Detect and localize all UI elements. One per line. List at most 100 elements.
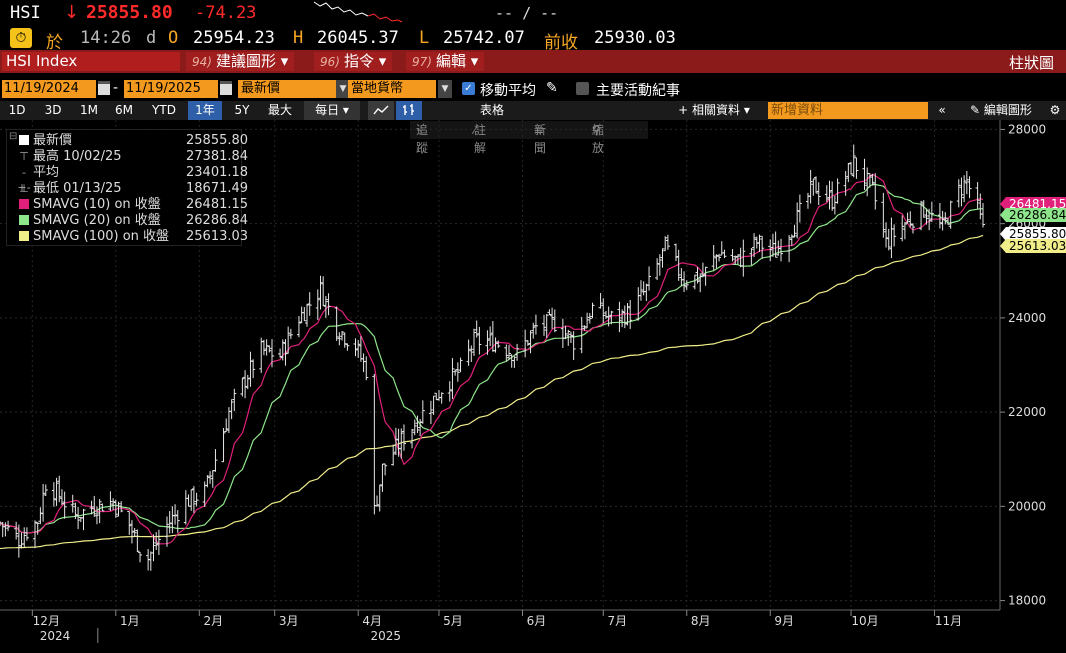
y-tick-label: 28000 bbox=[1008, 122, 1046, 136]
period-1m[interactable]: 1M bbox=[80, 103, 98, 117]
interval-select[interactable]: 每日 ▾ bbox=[304, 101, 360, 120]
chevron-down-icon[interactable]: ▼ bbox=[438, 80, 452, 98]
moving-average-checkbox[interactable]: ✓ bbox=[462, 82, 475, 95]
high-value: 26045.37 bbox=[317, 28, 399, 48]
plus-icon: + bbox=[678, 103, 692, 117]
calendar-icon[interactable] bbox=[98, 81, 110, 95]
suggested-charts-menu[interactable]: 94) 建議圖形 ▾ bbox=[186, 52, 295, 71]
chevron-down-icon: ▾ bbox=[378, 52, 387, 70]
pencil-icon: ⁄ bbox=[474, 123, 477, 137]
chevron-down-icon: ▾ bbox=[280, 52, 289, 70]
period-1y[interactable]: 1年 bbox=[188, 101, 222, 120]
period-1d[interactable]: 1D bbox=[8, 103, 26, 117]
edit-menu[interactable]: 97) 編輯 ▾ bbox=[406, 52, 485, 71]
x-tick-label: 2月 bbox=[203, 614, 223, 628]
period-5y[interactable]: 5Y bbox=[234, 103, 250, 117]
commands-menu[interactable]: 96) 指令 ▾ bbox=[314, 52, 393, 71]
price-tag-label: 25613.03 bbox=[1009, 239, 1066, 253]
x-tick-label: 6月 bbox=[527, 614, 547, 628]
x-tick-label: 5月 bbox=[443, 614, 463, 628]
chart-type-label[interactable]: 柱狀圖 bbox=[1008, 54, 1054, 72]
y-tick-label: 22000 bbox=[1008, 405, 1046, 419]
x-tick-label: 11月 bbox=[935, 614, 962, 628]
legend-sma10: SMAVG (10) on 收盤 26481.15 bbox=[11, 197, 248, 212]
period-toolbar: 1D 3D 1M 6M YTD 1年 5Y 最大 每日 ▾ 表格 + 相關資料 … bbox=[0, 101, 1066, 120]
pencil-icon[interactable]: ✎ bbox=[546, 80, 558, 96]
price-tag-label: 26481.15 bbox=[1009, 197, 1066, 211]
price-tag bbox=[1000, 227, 1066, 241]
ohlc-row: ⏱ 於 14:26 d O 25954.23 H 26045.37 L 2574… bbox=[0, 27, 1066, 53]
legend-average: -+- 平均 23401.18 bbox=[17, 165, 249, 194]
events-label[interactable]: 主要活動紀事 bbox=[596, 83, 680, 99]
chart-legend[interactable]: ⊟ 最新價 25855.80 ⊤ 最高 10/02/25 27381.84 -+- … bbox=[6, 129, 249, 246]
sma100-path bbox=[0, 234, 984, 550]
y-tick-label: 20000 bbox=[1008, 499, 1046, 513]
clock-icon[interactable]: ⏱ bbox=[10, 28, 32, 48]
ohlc-bars bbox=[0, 144, 985, 571]
add-data-input[interactable]: 新增資料 bbox=[768, 102, 928, 119]
sma100-line bbox=[0, 234, 984, 550]
x-tick-label: 8月 bbox=[691, 614, 711, 628]
intraday-sparkline bbox=[313, 1, 403, 23]
end-date-field[interactable]: 11/19/2025 bbox=[124, 80, 218, 98]
legend-swatch bbox=[19, 215, 29, 225]
collapse-icon[interactable]: « bbox=[938, 103, 946, 117]
command-bar: HSI Index 94) 建議圖形 ▾ 96) 指令 ▾ 97) 編輯 ▾ 柱狀圖 bbox=[0, 50, 1066, 73]
currency-select[interactable]: 當地貨幣 bbox=[348, 80, 436, 98]
year-label: 2025 bbox=[371, 629, 402, 643]
period-ytd[interactable]: YTD bbox=[152, 103, 176, 117]
start-date-field[interactable]: 11/19/2024 bbox=[2, 80, 96, 98]
price-tag-label: 25855.80 bbox=[1009, 227, 1066, 241]
high-label: H bbox=[293, 28, 304, 48]
sma20-line bbox=[0, 183, 984, 534]
open-value: 25954.23 bbox=[193, 28, 275, 48]
x-tick-label: 10月 bbox=[851, 614, 878, 628]
related-data-button[interactable]: + 相關資料 ▾ bbox=[678, 103, 750, 117]
x-tick-label: 9月 bbox=[774, 614, 794, 628]
low-marker-icon: ⊥ bbox=[19, 182, 29, 195]
period-3d[interactable]: 3D bbox=[44, 103, 62, 117]
legend-high: ⊤ 最高 10/02/25 27381.84 bbox=[11, 149, 248, 164]
down-arrow-icon: ↓ bbox=[64, 2, 80, 23]
low-value: 25742.07 bbox=[443, 28, 525, 48]
crosshair-icon: + bbox=[416, 123, 427, 137]
legend-low: ⊥ 最低 01/13/25 18671.49 bbox=[11, 181, 248, 196]
date-separator: - bbox=[113, 80, 119, 96]
average-marker-icon: -+- bbox=[17, 166, 31, 194]
price-tag-label: 26286.84 bbox=[1009, 208, 1066, 222]
x-tick-label: 4月 bbox=[362, 614, 382, 628]
calendar-icon[interactable] bbox=[220, 81, 232, 95]
price-tag bbox=[1000, 239, 1066, 253]
bid-ask-placeholder: -- / -- bbox=[495, 4, 559, 22]
x-axis: 12月 1月 2月 3月 4月 5月 6月 7月 8月 9月 10月 11月 2024 2025 bbox=[0, 609, 1000, 643]
moving-average-label[interactable]: 移動平均 bbox=[480, 83, 536, 99]
magnifier-icon: ⚲ bbox=[592, 123, 601, 137]
y-tick-label: 24000 bbox=[1008, 311, 1046, 325]
chart-tools: + 追蹤 ⁄ 註解 ≡ 新聞 ⚲ 縮放 bbox=[410, 121, 648, 155]
legend-sma20: SMAVG (20) on 收盤 26286.84 bbox=[11, 213, 248, 228]
security-field[interactable]: HSI Index bbox=[2, 52, 180, 71]
y-tick-label: 18000 bbox=[1008, 594, 1046, 608]
chevron-down-icon[interactable]: ▼ bbox=[336, 80, 350, 98]
events-checkbox[interactable] bbox=[576, 82, 589, 95]
time-label: 於 bbox=[46, 33, 63, 53]
open-label: O bbox=[168, 28, 179, 48]
prev-close-value: 25930.03 bbox=[594, 28, 676, 48]
news-icon: ≡ bbox=[534, 123, 545, 137]
period-6m[interactable]: 6M bbox=[115, 103, 133, 117]
line-chart-icon[interactable] bbox=[368, 101, 394, 120]
quote-row: HSI ↓ 25855.80 -74.23 -- / -- bbox=[0, 0, 1066, 27]
period-max[interactable]: 最大 bbox=[267, 103, 292, 117]
gear-icon[interactable]: ⚙ bbox=[1049, 103, 1061, 117]
table-button[interactable]: 表格 bbox=[479, 103, 504, 117]
last-price: 25855.80 bbox=[86, 2, 173, 23]
legend-sma100: SMAVG (100) on 收盤 25613.03 bbox=[11, 229, 248, 244]
legend-swatch bbox=[19, 135, 29, 145]
bar-chart-icon[interactable] bbox=[396, 101, 422, 120]
collapse-icon[interactable]: ⊟ bbox=[9, 131, 18, 142]
edit-chart-button[interactable]: ✎ 編輯圖形 bbox=[970, 103, 1032, 117]
price-field-select[interactable]: 最新價 bbox=[238, 80, 336, 98]
d-label: d bbox=[146, 28, 157, 48]
